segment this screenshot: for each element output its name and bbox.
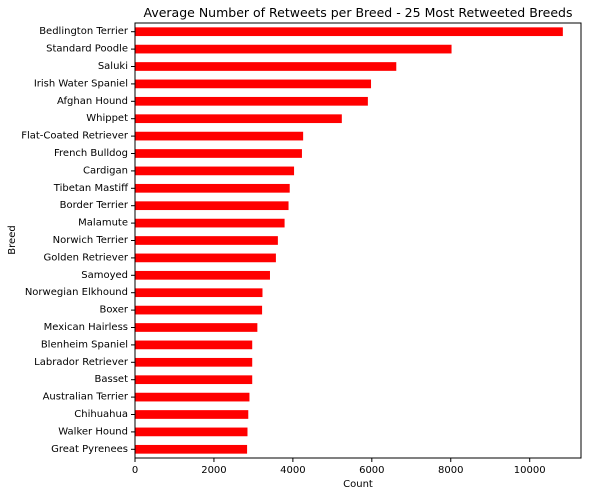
y-tick-label: Labrador Retriever (34, 357, 129, 368)
bar (135, 375, 253, 385)
y-axis-label: Breed (7, 225, 18, 254)
y-axis-ticks: Bedlington Terrier Standard Poodle Saluki I… (21, 26, 135, 455)
bar (135, 357, 253, 367)
y-tick-label: Chihuahua (74, 409, 128, 420)
x-axis-label: Count (343, 479, 373, 490)
y-tick-label: Norwegian Elkhound (25, 287, 128, 298)
x-tick-label: 10000 (514, 465, 546, 476)
y-tick-label: Whippet (86, 113, 128, 124)
y-tick-label: Mexican Hairless (44, 322, 128, 333)
bar (135, 253, 276, 263)
y-tick-label: Standard Poodle (46, 44, 128, 55)
y-tick-label: Tibetan Mastiff (53, 183, 129, 194)
bar (135, 79, 372, 89)
bar (135, 340, 253, 350)
bar (135, 444, 248, 454)
y-tick-label: Basset (95, 374, 129, 385)
bar (135, 270, 270, 280)
x-tick-label: 6000 (359, 465, 384, 476)
y-tick-label: Bedlington Terrier (39, 26, 129, 37)
bar (135, 392, 250, 402)
y-tick-label: French Bulldog (54, 148, 128, 159)
y-tick-label: Afghan Hound (57, 96, 128, 107)
x-tick-label: 8000 (438, 465, 463, 476)
bar (135, 236, 278, 245)
y-tick-label: Norwich Terrier (53, 235, 129, 246)
x-tick-label: 2000 (201, 465, 226, 476)
bar (135, 62, 397, 71)
y-tick-label: Irish Water Spaniel (34, 78, 128, 89)
x-tick-label: 0 (132, 465, 138, 476)
bar (135, 183, 290, 193)
bar (135, 114, 342, 124)
y-tick-label: Blenheim Spaniel (41, 339, 128, 350)
bar (135, 201, 289, 211)
bar (135, 166, 295, 176)
y-tick-label: Samoyed (81, 270, 128, 281)
y-tick-label: Malamute (78, 218, 128, 229)
chart-title: Average Number of Retweets per Breed - 2… (144, 5, 573, 20)
y-tick-label: Flat-Coated Retriever (21, 131, 129, 142)
y-tick-label: Great Pyrenees (51, 444, 128, 455)
y-tick-label: Golden Retriever (44, 252, 129, 263)
bar (135, 288, 263, 298)
bar (135, 305, 263, 315)
bar (135, 44, 452, 54)
bar (135, 96, 368, 106)
y-tick-label: Saluki (98, 61, 128, 72)
bar (135, 410, 249, 419)
x-tick-label: 4000 (280, 465, 305, 476)
y-tick-label: Walker Hound (58, 426, 128, 437)
y-tick-label: Cardigan (83, 165, 128, 176)
y-tick-label: Australian Terrier (43, 392, 129, 403)
bar (135, 149, 302, 158)
bar (135, 218, 285, 228)
bar (135, 323, 258, 332)
bars-group (135, 27, 563, 454)
bar (135, 131, 304, 141)
x-axis-ticks: 0 2000 4000 6000 8000 10000 (132, 458, 546, 476)
plot-frame (134, 22, 582, 459)
bar (135, 27, 563, 37)
y-tick-label: Boxer (99, 305, 128, 316)
bar (135, 427, 248, 437)
y-tick-label: Border Terrier (60, 200, 129, 211)
